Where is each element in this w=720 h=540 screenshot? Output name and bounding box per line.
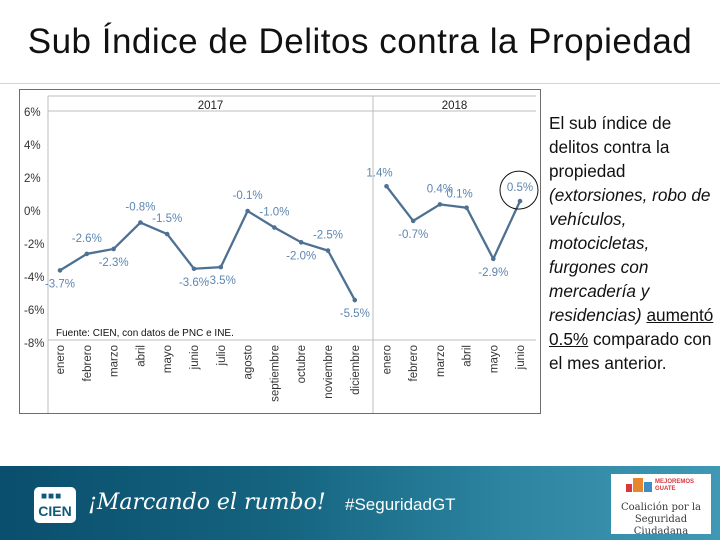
data-point	[272, 225, 277, 230]
coalition-brand-1: MEJOREMOS	[655, 479, 695, 485]
commentary-highlight: aumentó 0.5%	[549, 305, 714, 349]
data-point	[517, 198, 523, 204]
x-tick-label: marzo	[109, 345, 121, 377]
data-point	[298, 240, 304, 245]
x-tick-label: abril	[462, 345, 474, 367]
data-point	[325, 248, 331, 253]
series-line-2018	[385, 185, 522, 262]
data-label: -2.5%	[313, 230, 343, 242]
y-tick-label: -4%	[24, 272, 44, 284]
coalition-brand: MEJOREMOS GUATE	[655, 479, 694, 493]
data-label: -2.0%	[286, 250, 316, 262]
x-tick-label: junio	[189, 345, 201, 370]
data-label: -1.5%	[152, 213, 182, 225]
line-chart: 2017 2018 6% 4% 2% 0% -2% -4% -6% -8% -3.7% -2.6% -2…	[19, 89, 541, 414]
data-point	[464, 205, 469, 210]
data-label: 1.4%	[366, 167, 392, 179]
y-tick-label: 2%	[24, 173, 41, 185]
title-divider	[0, 83, 720, 84]
coalition-name: Coalición por la Seguridad Ciudadana	[611, 502, 711, 538]
data-label: -0.1%	[233, 190, 263, 202]
data-label: -0.7%	[398, 229, 428, 241]
commentary-intro: El sub índice de delitos contra la propi…	[549, 113, 672, 181]
data-point	[57, 268, 63, 273]
x-tick-label: mayo	[162, 345, 174, 373]
data-label: -0.8%	[125, 202, 155, 214]
data-point	[352, 297, 358, 303]
coalition-logo: MEJOREMOS GUATE Coalición por la Seguridad…	[611, 474, 711, 537]
data-point	[111, 246, 116, 252]
chart-commentary: El sub índice de delitos contra la propi…	[549, 111, 717, 375]
hashtag: #SeguridadGT	[345, 495, 456, 514]
x-tick-label: mayo	[488, 345, 500, 373]
data-point	[191, 266, 197, 272]
y-tick-label: 6%	[24, 107, 41, 119]
data-label: -5.5%	[340, 308, 370, 320]
highlight-circle	[499, 170, 539, 210]
coalition-logo-mark-3	[626, 484, 632, 492]
y-tick-label: 0%	[24, 206, 41, 218]
x-tick-label: abril	[135, 345, 147, 367]
y-tick-label: 4%	[24, 140, 41, 152]
commentary-crime-types: (extorsiones, robo de vehículos, motocic…	[549, 185, 711, 325]
coalition-name-2: Seguridad Ciudadana	[633, 514, 689, 537]
cien-logo-dots: ■■■	[41, 491, 63, 502]
coalition-logo-mark-2	[644, 482, 652, 492]
data-point	[218, 264, 224, 270]
x-tick-label: octubre	[296, 345, 308, 383]
data-point	[437, 202, 443, 207]
x-tick-label: agosto	[243, 345, 255, 380]
x-tick-label: marzo	[435, 345, 447, 377]
chart-canvas: 2017 2018 6% 4% 2% 0% -2% -4% -6% -8% -3.7% -2.6% -2…	[24, 95, 539, 413]
data-label: -3.7%	[45, 278, 75, 290]
x-tick-label: septiembre	[269, 345, 281, 402]
data-point	[138, 220, 143, 225]
commentary-end: comparado con el mes anterior.	[549, 329, 712, 373]
cien-logo-text: CIEN	[38, 503, 72, 519]
data-point	[245, 208, 250, 214]
data-label: -3.6%	[179, 277, 209, 289]
data-label: -2.9%	[478, 267, 508, 279]
data-label: -2.6%	[72, 233, 102, 245]
page-title: Sub Índice de Delitos contra la Propieda…	[27, 22, 693, 61]
slogan: ¡Marcando el rumbo!	[88, 490, 326, 515]
x-tick-label: enero	[382, 345, 394, 374]
data-label: 0.5%	[507, 182, 533, 194]
x-tick-label: febrero	[82, 345, 94, 381]
x-tick-label: noviembre	[323, 345, 335, 399]
cien-logo: ■■■ CIEN	[34, 487, 76, 523]
x-tick-label: enero	[55, 345, 67, 374]
data-label: -3.5%	[206, 275, 236, 287]
data-point	[84, 251, 90, 257]
data-label: -1.0%	[259, 207, 289, 219]
data-point	[491, 256, 496, 262]
source-annotation: Fuente: CIEN, con datos de PNC e INE.	[56, 328, 234, 339]
data-label: 0.1%	[446, 189, 472, 201]
footer-bar: ■■■ CIEN ¡Marcando el rumbo! #SeguridadG…	[0, 466, 720, 540]
x-tick-label: junio	[515, 345, 527, 370]
y-tick-label: -8%	[24, 338, 44, 350]
x-tick-label: julio	[216, 345, 228, 366]
y-tick-label: -2%	[24, 239, 44, 251]
data-label: 0.4%	[427, 183, 453, 195]
coalition-logo-mark	[633, 478, 643, 492]
y-tick-label: -6%	[24, 305, 44, 317]
series-line-2017	[59, 209, 356, 301]
coalition-name-1: Coalición por la	[620, 502, 701, 513]
data-point	[164, 231, 170, 237]
coalition-brand-2: GUATE	[655, 486, 676, 492]
year-header-2017: 2017	[198, 100, 224, 112]
data-label: -2.3%	[99, 257, 129, 269]
data-point	[410, 218, 416, 224]
data-point	[384, 183, 389, 189]
year-header-2018: 2018	[442, 100, 468, 112]
x-tick-label: diciembre	[350, 345, 362, 395]
x-tick-label: febrero	[408, 345, 420, 381]
